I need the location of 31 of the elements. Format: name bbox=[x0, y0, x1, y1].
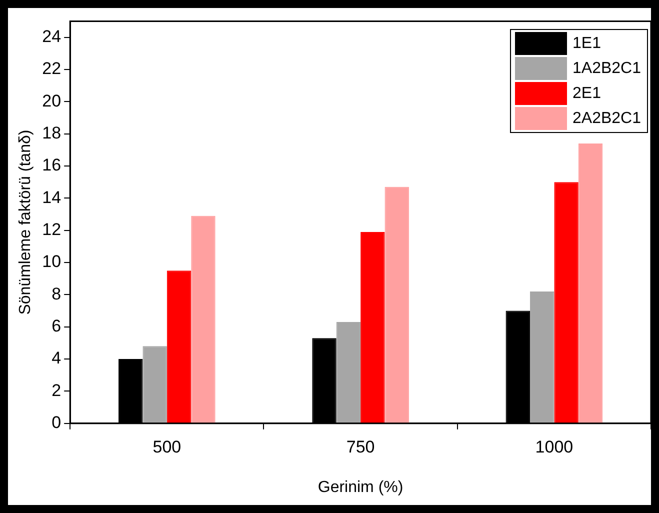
y-tick-label: 10 bbox=[42, 252, 62, 272]
bar bbox=[384, 186, 409, 423]
bar bbox=[166, 270, 192, 423]
bar bbox=[578, 143, 603, 423]
y-axis-title: Sönümleme faktörü (tanδ) bbox=[17, 130, 34, 315]
y-tick-label: 16 bbox=[42, 156, 62, 175]
bar bbox=[554, 182, 578, 423]
y-tick-label: 4 bbox=[52, 348, 62, 368]
legend-label: 2A2B2C1 bbox=[572, 110, 641, 128]
bar bbox=[360, 232, 385, 423]
y-tick-label: 6 bbox=[52, 316, 62, 336]
bar bbox=[142, 346, 167, 423]
bar bbox=[336, 322, 361, 423]
bar bbox=[530, 291, 554, 423]
legend-label: 1A2B2C1 bbox=[572, 60, 641, 78]
y-tick-label: 24 bbox=[42, 26, 62, 46]
x-tick-label: 500 bbox=[152, 437, 182, 456]
y-tick-label: 0 bbox=[52, 413, 62, 432]
x-tick-label: 750 bbox=[346, 437, 375, 456]
y-tick-label: 14 bbox=[42, 188, 62, 207]
y-tick-label: 20 bbox=[42, 91, 62, 110]
x-axis-title: Gerinim (%) bbox=[318, 478, 404, 496]
y-tick-label: 2 bbox=[52, 380, 62, 400]
legend-label: 1E1 bbox=[572, 34, 601, 53]
y-tick-label: 18 bbox=[42, 124, 62, 143]
y-tick-label: 8 bbox=[52, 284, 62, 304]
y-tick-label: 22 bbox=[42, 59, 62, 78]
x-tick-label: 1000 bbox=[535, 437, 574, 456]
bar bbox=[191, 216, 216, 423]
y-tick-label: 12 bbox=[42, 220, 62, 240]
legend-label: 2E1 bbox=[572, 84, 601, 103]
